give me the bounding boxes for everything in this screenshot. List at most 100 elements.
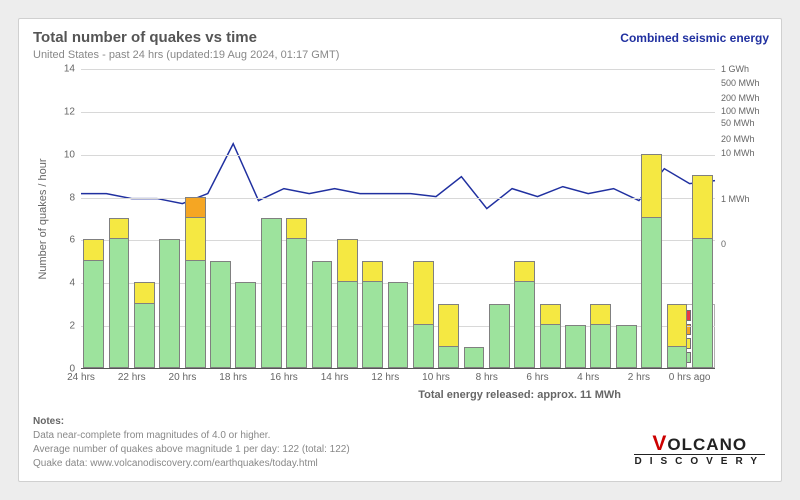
y-tick: 10 <box>64 149 75 160</box>
bar-segment-m1 <box>83 261 104 368</box>
x-tick: 24 hrs <box>67 372 95 383</box>
bar-segment-m1 <box>286 239 307 368</box>
x-tick: 4 hrs <box>577 372 599 383</box>
y2-tick: 50 MWh <box>721 118 755 128</box>
bar-segment-m1 <box>413 325 434 368</box>
x-tick: 2 hrs <box>628 372 650 383</box>
y2-tick: 200 MWh <box>721 93 760 103</box>
bar <box>286 218 307 368</box>
bar-segment-m2 <box>362 261 383 282</box>
notes-block: Notes: Data near-complete from magnitude… <box>33 415 350 471</box>
logo: VOLCANO DISCOVERY <box>634 432 765 467</box>
x-tick: 0 hrs ago <box>669 372 711 383</box>
x-tick: 10 hrs <box>422 372 450 383</box>
bar-segment-m1 <box>692 239 713 368</box>
y2-tick: 10 MWh <box>721 148 755 158</box>
bar-segment-m1 <box>235 282 256 368</box>
x-tick: 14 hrs <box>321 372 349 383</box>
bar-segment-m1 <box>565 325 586 368</box>
title-row: Total number of quakes vs time Combined … <box>33 29 769 46</box>
bar <box>362 261 383 368</box>
bar-segment-m1 <box>641 218 662 368</box>
bar-segment-m1 <box>540 325 561 368</box>
bar-segment-m1 <box>616 325 637 368</box>
bar-segment-m2 <box>641 154 662 218</box>
gridline <box>81 69 715 70</box>
bar-segment-m1 <box>109 239 130 368</box>
x-tick: 18 hrs <box>219 372 247 383</box>
notes-line: Quake data: www.volcanodiscovery.com/ear… <box>33 457 350 471</box>
bar-segment-m1 <box>514 282 535 368</box>
bar-segment-m1 <box>312 261 333 368</box>
bar <box>540 304 561 368</box>
bar <box>413 261 434 368</box>
bar-segment-m2 <box>540 304 561 325</box>
bar-segment-m2 <box>590 304 611 325</box>
x-tick: 12 hrs <box>371 372 399 383</box>
x-tick: 20 hrs <box>169 372 197 383</box>
notes-line: Data near-complete from magnitudes of 4.… <box>33 429 350 443</box>
bar <box>616 325 637 368</box>
bar-segment-m2 <box>134 282 155 303</box>
gridline <box>81 155 715 156</box>
bar-segment-m2 <box>185 218 206 261</box>
y2-tick: 20 MWh <box>721 134 755 144</box>
logo-bottom: DISCOVERY <box>634 454 765 467</box>
y-axis-label: Number of quakes / hour <box>37 158 49 279</box>
y-tick: 6 <box>69 235 75 246</box>
y2-tick: 100 MWh <box>721 106 760 116</box>
y2-tick: 0 <box>721 239 726 249</box>
bar-segment-m1 <box>134 304 155 368</box>
bar <box>438 304 459 368</box>
bar <box>185 197 206 368</box>
energy-axis-label: Combined seismic energy <box>620 31 769 45</box>
energy-line <box>81 144 715 209</box>
bar-segment-m2 <box>286 218 307 239</box>
bar <box>590 304 611 368</box>
bar <box>159 239 180 368</box>
bar <box>692 175 713 368</box>
y-tick: 14 <box>64 64 75 75</box>
bar <box>565 325 586 368</box>
bar-segment-m2 <box>109 218 130 239</box>
bar <box>641 154 662 368</box>
y-tick: 8 <box>69 192 75 203</box>
y-tick: 12 <box>64 106 75 117</box>
bar-segment-m2 <box>692 175 713 239</box>
logo-v: V <box>652 432 667 455</box>
x-tick: 22 hrs <box>118 372 146 383</box>
notes-title: Notes: <box>33 415 350 429</box>
plot-area: M4M3M2M1 024681012141 GWh500 MWh200 MWh1… <box>81 69 715 369</box>
bar-segment-m1 <box>159 239 180 368</box>
bar <box>83 239 104 368</box>
bar-segment-m2 <box>337 239 358 282</box>
x-tick: 8 hrs <box>476 372 498 383</box>
gridline <box>81 198 715 199</box>
bar-segment-m1 <box>489 304 510 368</box>
bar-segment-m2 <box>438 304 459 347</box>
bar-segment-m2 <box>667 304 688 347</box>
bar-segment-m1 <box>438 347 459 368</box>
bar <box>109 218 130 368</box>
y-tick: 2 <box>69 321 75 332</box>
bar-segment-m2 <box>413 261 434 325</box>
bar <box>134 282 155 368</box>
bar <box>464 347 485 368</box>
logo-top: VOLCANO <box>634 432 765 456</box>
bar-segment-m3 <box>185 197 206 218</box>
bar-segment-m2 <box>83 239 104 260</box>
bar <box>235 282 256 368</box>
bar-segment-m1 <box>185 261 206 368</box>
bar <box>210 261 231 368</box>
bar-segment-m1 <box>362 282 383 368</box>
y2-tick: 1 GWh <box>721 64 749 74</box>
bar-segment-m1 <box>210 261 231 368</box>
bar-segment-m1 <box>337 282 358 368</box>
y2-tick: 500 MWh <box>721 78 760 88</box>
bar-segment-m1 <box>464 347 485 368</box>
total-energy-text: Total energy released: approx. 11 MWh <box>418 389 621 401</box>
bar-segment-m1 <box>667 347 688 368</box>
bar <box>388 282 409 368</box>
bar-segment-m1 <box>261 218 282 368</box>
bar <box>667 304 688 368</box>
